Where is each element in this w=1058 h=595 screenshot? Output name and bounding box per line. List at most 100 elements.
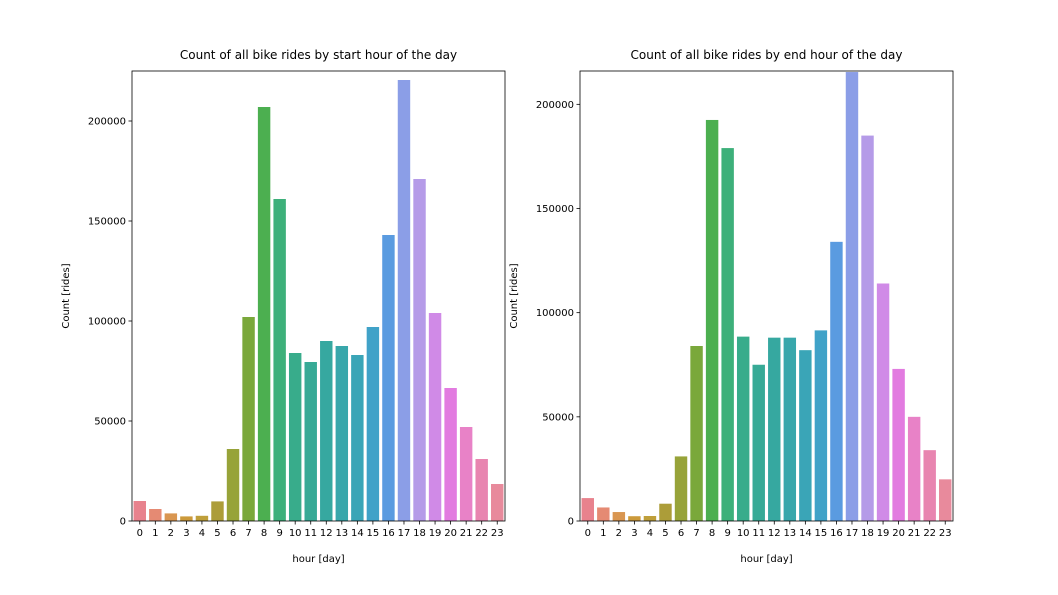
bar-hour-17	[845, 72, 859, 522]
chart-start-hour: 0 1 2 3 4 5 6 7 8 9 10 11 12 13 14 15 16 17 18 19 20 21 22 2305…	[61, 48, 506, 565]
bar-hour-18	[861, 135, 874, 522]
x-tick-label: 20	[444, 528, 457, 539]
bar-hour-18	[413, 179, 426, 521]
y-tick-label: 0	[568, 517, 574, 528]
x-tick-label: 3	[631, 528, 637, 539]
bar-hour-5	[211, 501, 224, 521]
x-tick-label: 13	[783, 528, 796, 539]
bar-hour-6	[226, 449, 240, 521]
bar-hour-8	[257, 107, 271, 521]
bar-hour-23	[939, 479, 952, 521]
bar-hour-19	[876, 283, 890, 521]
y-tick-label: 200000	[88, 117, 126, 128]
bar-hour-7	[690, 346, 703, 521]
bar-hour-3	[180, 516, 193, 521]
x-tick-label: 17	[398, 528, 411, 539]
x-tick-label: 8	[709, 528, 715, 539]
x-tick-label: 0	[585, 528, 591, 539]
chart-end-hour: 0 1 2 3 4 5 6 7 8 9 10 11 12 13 14 15 16 17 18 19 20 21 22 2305…	[509, 48, 954, 565]
y-tick-label: 100000	[536, 308, 574, 319]
x-tick-label: 17	[846, 528, 859, 539]
plot-frame	[131, 70, 506, 522]
y-tick-label: 150000	[88, 217, 126, 228]
bar-hour-16	[382, 235, 395, 521]
x-tick-label: 13	[335, 528, 348, 539]
x-tick-label: 8	[261, 528, 267, 539]
x-tick-label: 1	[152, 528, 158, 539]
bar-hour-15	[366, 327, 380, 521]
bar-hour-3	[628, 516, 641, 521]
x-tick-label: 20	[892, 528, 905, 539]
x-tick-label: 11	[304, 528, 317, 539]
x-tick-label: 6	[678, 528, 684, 539]
plot-frame	[579, 70, 954, 522]
x-tick-label: 14	[351, 528, 364, 539]
x-axis-label: hour [day]	[740, 554, 792, 565]
x-tick-label: 7	[245, 528, 251, 539]
bar-hour-9	[721, 148, 734, 522]
x-tick-label: 21	[908, 528, 921, 539]
bar-hour-19	[428, 313, 442, 521]
bar-hour-16	[830, 241, 843, 522]
x-tick-label: 9	[724, 528, 730, 539]
x-tick-label: 7	[693, 528, 699, 539]
bar-hour-2	[164, 513, 178, 521]
bar-hour-5	[659, 503, 672, 521]
x-tick-label: 9	[276, 528, 282, 539]
x-tick-label: 18	[861, 528, 874, 539]
x-tick-label: 15	[367, 528, 380, 539]
x-tick-label: 16	[830, 528, 843, 539]
y-axis-label: Count [rides]	[509, 263, 520, 328]
x-tick-label: 3	[183, 528, 189, 539]
bar-hour-0	[133, 501, 146, 521]
x-tick-label: 12	[768, 528, 781, 539]
bar-hour-17	[397, 80, 411, 521]
x-tick-label: 11	[752, 528, 765, 539]
bar-hour-2	[612, 512, 626, 521]
bar-hour-21	[459, 427, 473, 521]
x-tick-label: 21	[460, 528, 473, 539]
x-tick-label: 5	[214, 528, 220, 539]
chart-title: Count of all bike rides by end hour of t…	[631, 48, 903, 62]
x-tick-label: 10	[737, 528, 750, 539]
y-tick-label: 150000	[536, 204, 574, 215]
bar-hour-10	[736, 336, 750, 521]
x-tick-label: 16	[382, 528, 395, 539]
x-tick-label: 12	[320, 528, 333, 539]
y-tick-label: 0	[120, 517, 126, 528]
bar-hour-12	[768, 337, 781, 521]
x-tick-label: 2	[616, 528, 622, 539]
bar-hour-4	[643, 516, 657, 521]
x-tick-label: 23	[939, 528, 952, 539]
bar-hour-12	[320, 341, 333, 521]
bar-hour-7	[242, 317, 255, 521]
x-tick-label: 6	[230, 528, 236, 539]
bar-hour-20	[892, 368, 905, 521]
bar-hour-15	[814, 330, 828, 521]
x-tick-label: 5	[662, 528, 668, 539]
bar-hour-11	[752, 364, 765, 521]
bar-hour-21	[907, 416, 921, 521]
bar-hour-13	[335, 346, 349, 521]
y-tick-label: 50000	[94, 417, 126, 428]
x-tick-label: 15	[815, 528, 828, 539]
bar-hour-14	[351, 355, 364, 521]
chart-title: Count of all bike rides by start hour of…	[180, 48, 457, 62]
bar-hour-10	[288, 353, 302, 521]
y-tick-label: 200000	[536, 100, 574, 111]
bar-hour-1	[149, 509, 162, 521]
x-tick-label: 19	[877, 528, 890, 539]
bar-hour-14	[799, 350, 812, 521]
bar-hour-8	[705, 119, 719, 521]
bar-hour-13	[783, 337, 797, 521]
bar-hour-9	[273, 199, 286, 521]
y-axis-label: Count [rides]	[61, 263, 72, 328]
x-tick-label: 22	[923, 528, 936, 539]
bar-hour-4	[195, 515, 209, 521]
bar-hour-11	[304, 362, 317, 521]
y-tick-label: 50000	[542, 412, 574, 423]
x-tick-label: 4	[199, 528, 205, 539]
x-tick-label: 23	[491, 528, 504, 539]
x-tick-label: 22	[475, 528, 488, 539]
